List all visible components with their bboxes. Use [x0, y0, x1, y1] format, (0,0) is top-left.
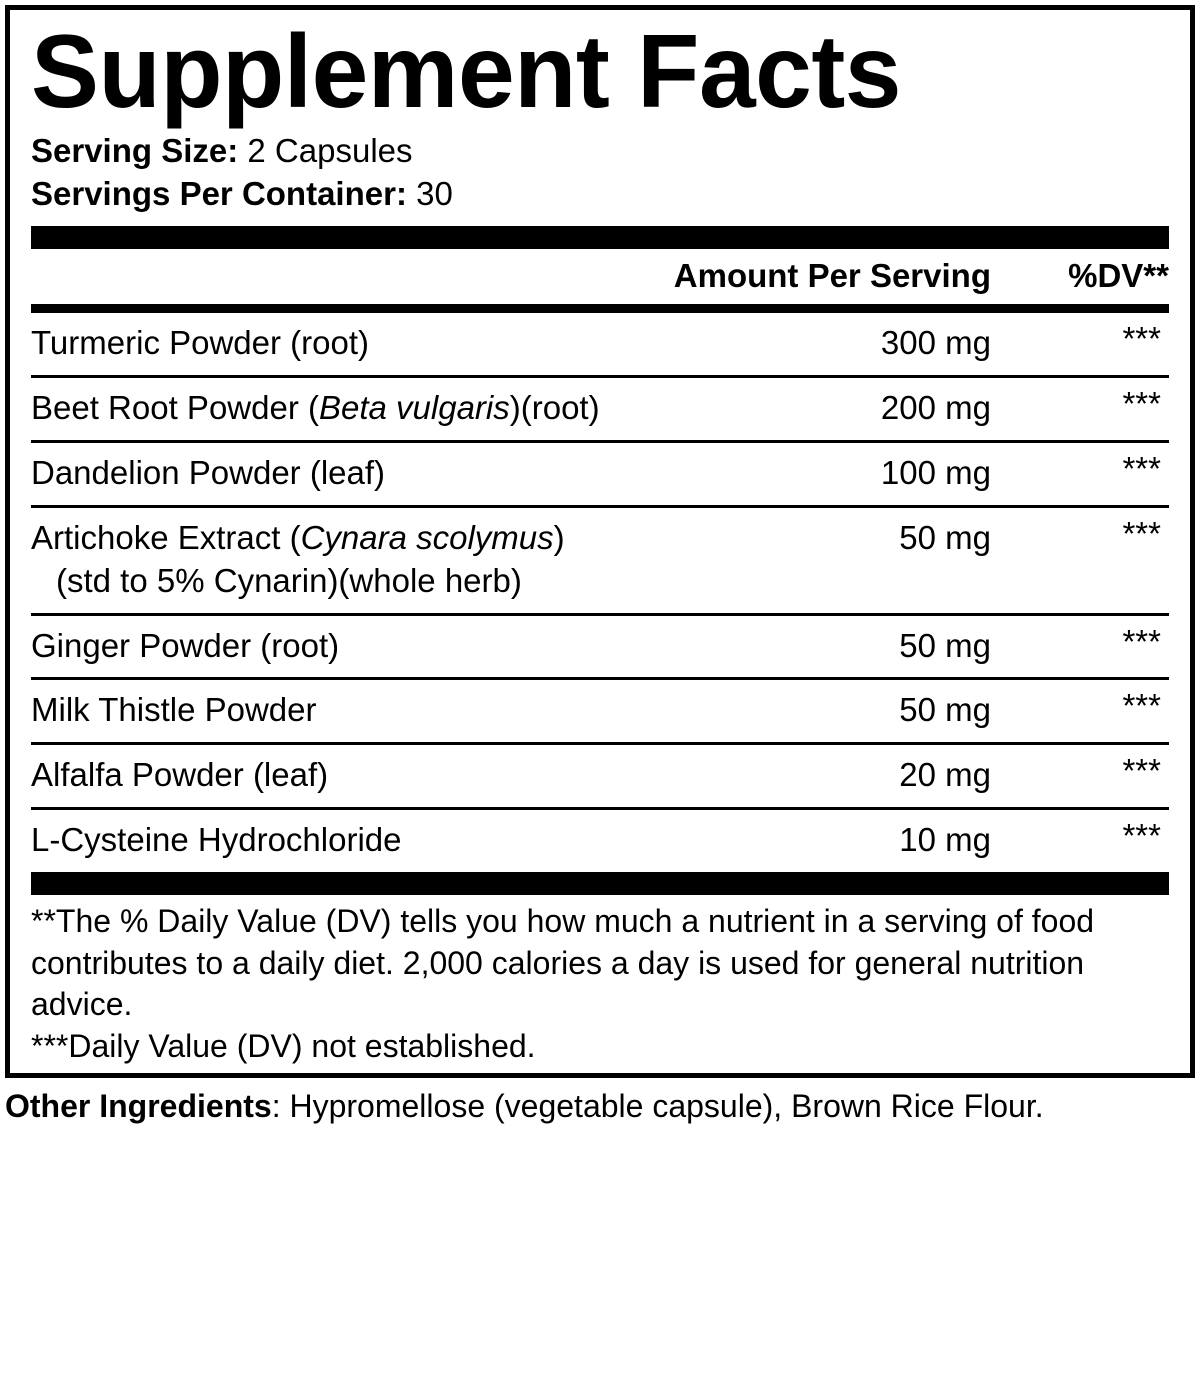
table-row: L-Cysteine Hydrochloride 10 mg ***	[31, 810, 1169, 872]
ingredient-name-text: Beet Root Powder (	[31, 388, 319, 426]
ingredient-latin-name: Beta vulgaris	[318, 388, 510, 426]
ingredient-amount: 50 mg	[899, 518, 991, 556]
table-row: Alfalfa Powder (leaf) 20 mg ***	[31, 745, 1169, 807]
table-row: Artichoke Extract (Cynara scolymus) (std …	[31, 508, 1169, 613]
row-divider	[31, 504, 1169, 508]
ingredient-name-text: Ginger Powder (root)	[31, 626, 340, 664]
ingredient-name: Alfalfa Powder (leaf)	[31, 754, 801, 797]
divider-thick-top	[31, 225, 1169, 249]
divider-thick-bottom	[31, 872, 1169, 896]
table-row: Ginger Powder (root) 50 mg ***	[31, 616, 1169, 678]
divider-medium-header	[31, 304, 1169, 314]
row-divider	[31, 439, 1169, 443]
ingredient-percent-dv: ***	[1122, 752, 1161, 790]
ingredient-amount: 50 mg	[899, 626, 991, 664]
other-ingredients-label: Other Ingredients	[5, 1088, 272, 1125]
footnotes-section: **The % Daily Value (DV) tells you how m…	[31, 895, 1169, 1067]
row-divider	[31, 807, 1169, 811]
ingredient-amount: 100 mg	[880, 453, 991, 491]
ingredient-name: Milk Thistle Powder	[31, 689, 801, 732]
ingredient-percent-dv: ***	[1122, 687, 1161, 725]
ingredient-name-suffix: )(root)	[509, 388, 600, 426]
ingredient-standardization-line: (std to 5% Cynarin)(whole herb)	[56, 561, 522, 599]
ingredient-name-text: Alfalfa Powder (leaf)	[31, 756, 329, 794]
column-header-percent-dv: %DV**	[1068, 256, 1169, 294]
table-row: Milk Thistle Powder 50 mg ***	[31, 680, 1169, 742]
ingredient-name: L-Cysteine Hydrochloride	[31, 819, 801, 862]
ingredient-rows: Turmeric Powder (root) 300 mg *** Beet Root…	[31, 313, 1169, 872]
row-divider	[31, 677, 1169, 681]
footnote-daily-value: **The % Daily Value (DV) tells you how m…	[31, 903, 1095, 1023]
supplement-facts-panel: Supplement Facts Serving Size: 2 Capsule…	[5, 5, 1195, 1079]
other-ingredients-separator: :	[271, 1088, 290, 1125]
serving-information: Serving Size: 2 Capsules Servings Per Co…	[31, 130, 1169, 216]
servings-per-container-value: 30	[416, 174, 453, 212]
row-divider	[31, 612, 1169, 616]
ingredient-amount: 200 mg	[880, 388, 991, 426]
ingredient-name: Ginger Powder (root)	[31, 625, 801, 668]
table-column-headers: Amount Per Serving %DV**	[31, 249, 1169, 304]
ingredient-percent-dv: ***	[1122, 514, 1161, 552]
ingredient-name-text: Turmeric Powder (root)	[31, 324, 370, 362]
ingredient-name-suffix: )	[553, 518, 565, 556]
table-row: Beet Root Powder (Beta vulgaris)(root) 20…	[31, 378, 1169, 440]
page-title: Supplement Facts	[31, 14, 901, 130]
ingredient-name-text: Artichoke Extract (	[31, 518, 301, 556]
serving-size-line: Serving Size: 2 Capsules	[31, 130, 1169, 173]
other-ingredients-section: Other Ingredients: Hypromellose (vegetab…	[5, 1078, 1195, 1127]
ingredient-name: Beet Root Powder (Beta vulgaris)(root)	[31, 387, 801, 430]
ingredient-name-text: Dandelion Powder (leaf)	[31, 453, 386, 491]
serving-size-value: 2 Capsules	[247, 132, 413, 169]
ingredient-amount: 10 mg	[899, 821, 991, 859]
ingredient-percent-dv: ***	[1122, 817, 1161, 855]
ingredient-amount: 20 mg	[899, 756, 991, 794]
row-divider	[31, 742, 1169, 746]
ingredient-latin-name: Cynara scolymus	[300, 518, 554, 556]
row-divider	[31, 374, 1169, 378]
ingredient-amount: 50 mg	[899, 691, 991, 729]
table-row: Dandelion Powder (leaf) 100 mg ***	[31, 443, 1169, 505]
ingredient-name: Turmeric Powder (root)	[31, 322, 801, 365]
servings-per-container-label: Servings Per Container:	[31, 174, 407, 212]
other-ingredients-value: Hypromellose (vegetable capsule), Brown …	[289, 1088, 1044, 1125]
ingredient-percent-dv: ***	[1122, 384, 1161, 422]
ingredient-name-text: Milk Thistle Powder	[31, 691, 317, 729]
servings-per-container-line: Servings Per Container: 30	[31, 173, 1169, 216]
ingredient-amount: 300 mg	[880, 324, 991, 362]
table-row: Turmeric Powder (root) 300 mg ***	[31, 313, 1169, 375]
footnote-dv-not-established: ***Daily Value (DV) not established.	[31, 1027, 536, 1064]
ingredient-percent-dv: ***	[1122, 449, 1161, 487]
column-header-amount-per-serving: Amount Per Serving	[673, 256, 991, 294]
ingredient-name-text: L-Cysteine Hydrochloride	[31, 821, 402, 859]
serving-size-label: Serving Size:	[31, 132, 239, 169]
ingredient-percent-dv: ***	[1122, 320, 1161, 358]
ingredient-name: Artichoke Extract (Cynara scolymus) (std …	[31, 517, 801, 603]
ingredient-name: Dandelion Powder (leaf)	[31, 452, 801, 495]
ingredient-percent-dv: ***	[1122, 622, 1161, 660]
